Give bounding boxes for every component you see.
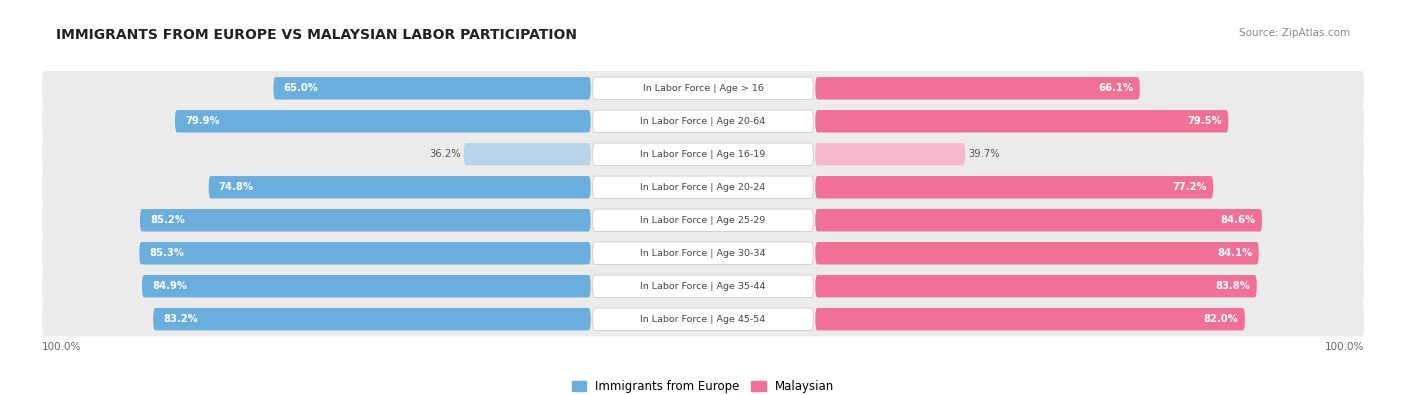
Text: 79.9%: 79.9% <box>186 116 219 126</box>
Text: 83.2%: 83.2% <box>163 314 198 324</box>
Text: 84.1%: 84.1% <box>1216 248 1253 258</box>
Text: 66.1%: 66.1% <box>1098 83 1133 93</box>
FancyBboxPatch shape <box>208 176 591 198</box>
Text: In Labor Force | Age 20-64: In Labor Force | Age 20-64 <box>640 117 766 126</box>
Text: In Labor Force | Age 30-34: In Labor Force | Age 30-34 <box>640 249 766 258</box>
FancyBboxPatch shape <box>815 110 1229 132</box>
FancyBboxPatch shape <box>42 203 1364 237</box>
Text: 83.8%: 83.8% <box>1215 281 1250 291</box>
Text: 85.3%: 85.3% <box>149 248 184 258</box>
Text: 39.7%: 39.7% <box>969 149 1000 159</box>
FancyBboxPatch shape <box>42 302 1364 337</box>
Text: 79.5%: 79.5% <box>1187 116 1222 126</box>
Text: In Labor Force | Age 25-29: In Labor Force | Age 25-29 <box>640 216 766 225</box>
FancyBboxPatch shape <box>815 77 1140 100</box>
FancyBboxPatch shape <box>815 242 1258 264</box>
Text: 100.0%: 100.0% <box>1324 342 1364 352</box>
FancyBboxPatch shape <box>593 110 813 132</box>
FancyBboxPatch shape <box>815 209 1263 231</box>
FancyBboxPatch shape <box>42 170 1364 204</box>
FancyBboxPatch shape <box>593 308 813 331</box>
FancyBboxPatch shape <box>593 209 813 231</box>
Text: In Labor Force | Age 16-19: In Labor Force | Age 16-19 <box>640 150 766 159</box>
Text: In Labor Force | Age 20-24: In Labor Force | Age 20-24 <box>640 183 766 192</box>
Text: In Labor Force | Age 35-44: In Labor Force | Age 35-44 <box>640 282 766 291</box>
FancyBboxPatch shape <box>593 77 813 100</box>
FancyBboxPatch shape <box>42 269 1364 303</box>
FancyBboxPatch shape <box>142 275 591 297</box>
FancyBboxPatch shape <box>42 137 1364 171</box>
FancyBboxPatch shape <box>42 236 1364 271</box>
Legend: Immigrants from Europe, Malaysian: Immigrants from Europe, Malaysian <box>567 375 839 395</box>
Text: 77.2%: 77.2% <box>1173 182 1206 192</box>
FancyBboxPatch shape <box>42 104 1364 138</box>
Text: In Labor Force | Age 45-54: In Labor Force | Age 45-54 <box>640 315 766 324</box>
FancyBboxPatch shape <box>815 308 1244 331</box>
FancyBboxPatch shape <box>815 275 1257 297</box>
FancyBboxPatch shape <box>42 71 1364 105</box>
FancyBboxPatch shape <box>593 275 813 297</box>
Text: 84.9%: 84.9% <box>152 281 187 291</box>
Text: 74.8%: 74.8% <box>218 182 253 192</box>
Text: 82.0%: 82.0% <box>1204 314 1239 324</box>
Text: 65.0%: 65.0% <box>284 83 318 93</box>
Text: 84.6%: 84.6% <box>1220 215 1256 225</box>
Text: 85.2%: 85.2% <box>150 215 184 225</box>
FancyBboxPatch shape <box>593 242 813 264</box>
FancyBboxPatch shape <box>815 143 966 166</box>
Text: Source: ZipAtlas.com: Source: ZipAtlas.com <box>1239 28 1350 38</box>
FancyBboxPatch shape <box>273 77 591 100</box>
FancyBboxPatch shape <box>174 110 591 132</box>
FancyBboxPatch shape <box>141 209 591 231</box>
Text: In Labor Force | Age > 16: In Labor Force | Age > 16 <box>643 84 763 93</box>
Text: 36.2%: 36.2% <box>429 149 461 159</box>
FancyBboxPatch shape <box>593 176 813 198</box>
FancyBboxPatch shape <box>139 242 591 264</box>
Text: 100.0%: 100.0% <box>42 342 82 352</box>
Text: IMMIGRANTS FROM EUROPE VS MALAYSIAN LABOR PARTICIPATION: IMMIGRANTS FROM EUROPE VS MALAYSIAN LABO… <box>56 28 578 41</box>
FancyBboxPatch shape <box>153 308 591 331</box>
FancyBboxPatch shape <box>815 176 1213 198</box>
FancyBboxPatch shape <box>593 143 813 166</box>
FancyBboxPatch shape <box>464 143 591 166</box>
